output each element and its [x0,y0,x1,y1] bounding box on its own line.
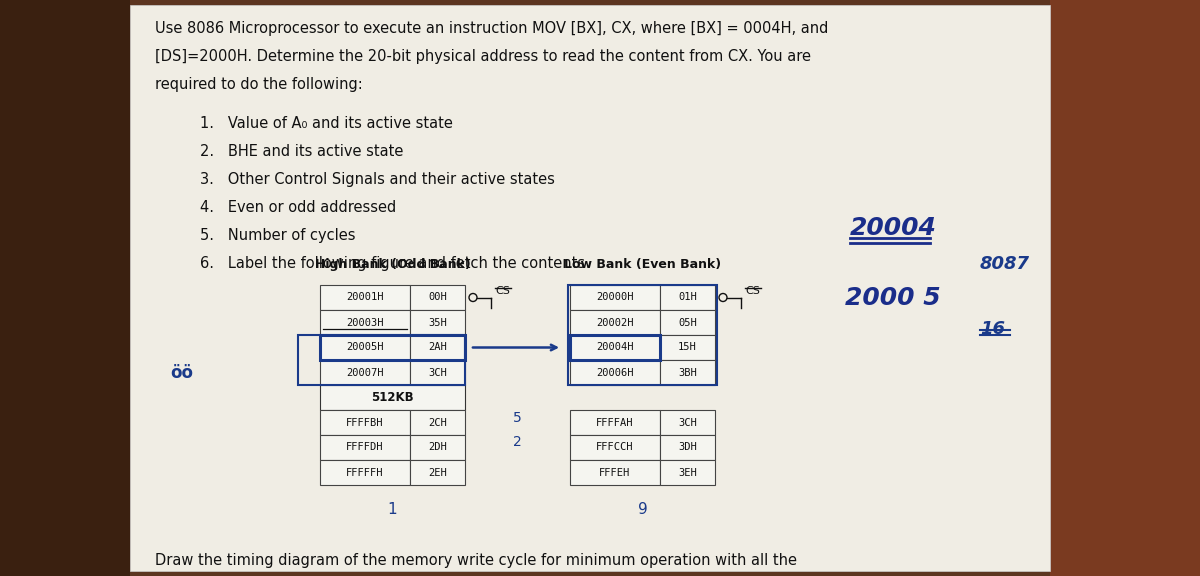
Bar [410,335,466,360]
Bar [570,360,660,385]
Text: [DS]=2000H. Determine the 20-bit physical address to read the content from CX. Y: [DS]=2000H. Determine the 20-bit physica… [155,49,811,64]
Text: 3CH: 3CH [428,367,446,377]
Circle shape [469,294,478,301]
Bar [130,5,1050,571]
Text: 20002H: 20002H [596,317,634,328]
Bar [570,410,660,435]
Text: 2: 2 [514,435,522,449]
Bar [320,335,410,360]
Bar [660,285,715,310]
Text: 4.   Even or odd addressed: 4. Even or odd addressed [200,200,396,215]
Text: 3BH: 3BH [678,367,697,377]
Bar [320,310,410,335]
Circle shape [719,294,727,301]
Bar [410,435,466,460]
Bar [298,335,466,385]
Text: 3DH: 3DH [678,442,697,453]
Bar [1050,0,1200,576]
Bar [570,460,660,485]
Text: 20004: 20004 [850,216,937,240]
Bar [410,410,466,435]
Text: CS: CS [745,286,760,295]
Text: 20006H: 20006H [596,367,634,377]
Text: 35H: 35H [428,317,446,328]
Text: required to do the following:: required to do the following: [155,77,362,92]
Text: FFFEH: FFFEH [599,468,631,478]
Text: öö: öö [170,363,193,381]
Bar [410,310,466,335]
Text: 16: 16 [980,320,1006,338]
Text: 3CH: 3CH [678,418,697,427]
Bar [410,285,466,310]
Text: 2DH: 2DH [428,442,446,453]
Text: 5: 5 [514,411,522,425]
Text: 8087: 8087 [980,255,1030,273]
Bar [320,335,466,360]
Text: 2EH: 2EH [428,468,446,478]
Bar [660,335,715,360]
Text: FFFFFH: FFFFFH [347,468,384,478]
Text: 01H: 01H [678,293,697,302]
Bar [570,335,660,360]
Text: 6.   Label the following figure and fetch the contents: 6. Label the following figure and fetch … [200,256,586,271]
Bar [570,285,660,310]
Bar [660,435,715,460]
Text: 05H: 05H [678,317,697,328]
Text: FFFFAH: FFFFAH [596,418,634,427]
Text: 20007H: 20007H [347,367,384,377]
Text: FFFFBH: FFFFBH [347,418,384,427]
Text: 2CH: 2CH [428,418,446,427]
Text: 3.   Other Control Signals and their active states: 3. Other Control Signals and their activ… [200,172,554,187]
Bar [320,285,410,310]
Bar [320,360,410,385]
Bar [660,360,715,385]
Text: 512KB: 512KB [371,391,414,404]
Bar [568,285,718,385]
Bar [410,460,466,485]
Text: 2.   BHE and its active state: 2. BHE and its active state [200,144,403,159]
Text: 20000H: 20000H [596,293,634,302]
Text: 15H: 15H [678,343,697,353]
Text: FFFCCH: FFFCCH [596,442,634,453]
Text: 1.   Value of A₀ and its active state: 1. Value of A₀ and its active state [200,116,452,131]
Text: Draw the timing diagram of the memory write cycle for minimum operation with all: Draw the timing diagram of the memory wr… [155,553,797,568]
Bar [410,360,466,385]
Bar [320,460,410,485]
Bar [660,310,715,335]
Bar [320,435,410,460]
Text: CS: CS [496,286,510,295]
Bar [660,460,715,485]
Text: 20001H: 20001H [347,293,384,302]
Text: 1: 1 [388,502,397,517]
Text: 20005H: 20005H [347,343,384,353]
Bar [660,410,715,435]
Text: FFFFDH: FFFFDH [347,442,384,453]
Text: 9: 9 [637,502,647,517]
Text: 00H: 00H [428,293,446,302]
Text: 20004H: 20004H [596,343,634,353]
Text: 2AH: 2AH [428,343,446,353]
Text: High Bank (Odd Bank): High Bank (Odd Bank) [314,258,470,271]
Text: 2000 5: 2000 5 [845,286,941,310]
Bar [570,310,660,335]
Bar [570,435,660,460]
Bar [320,385,466,410]
Text: Low Bank (Even Bank): Low Bank (Even Bank) [564,258,721,271]
Bar [0,0,130,576]
Bar [320,410,410,435]
Text: 20003H: 20003H [347,317,384,328]
Text: 3EH: 3EH [678,468,697,478]
Bar [570,335,660,360]
Text: 5.   Number of cycles: 5. Number of cycles [200,228,355,243]
Text: Use 8086 Microprocessor to execute an instruction MOV [BX], CX, where [BX] = 000: Use 8086 Microprocessor to execute an in… [155,21,828,36]
